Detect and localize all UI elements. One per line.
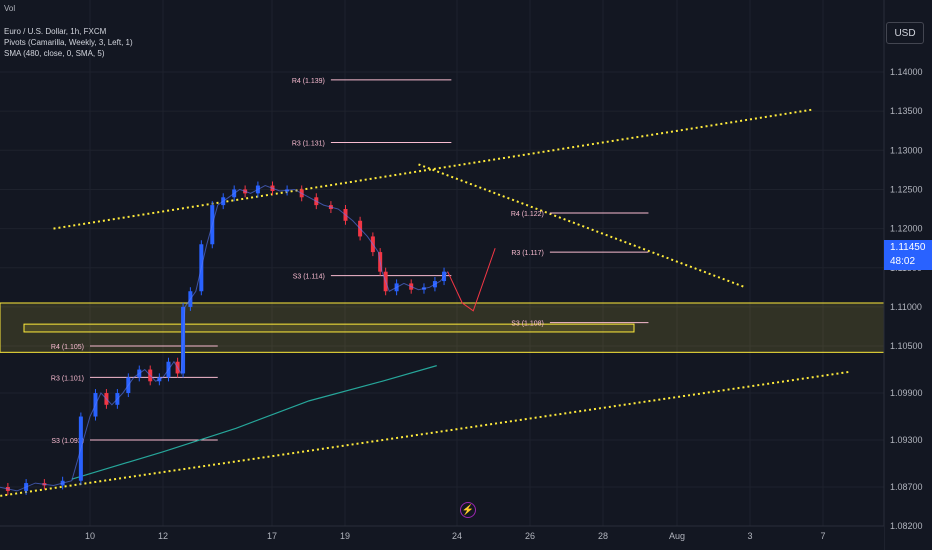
grid-lines [0,0,884,527]
symbol-title[interactable]: Euro / U.S. Dollar, 1h, FXCM [4,27,107,36]
price-series [0,181,449,495]
price-tick-label: 1.08700 [890,482,923,492]
volume-label: Vol [4,4,16,13]
currency-button[interactable]: USD [886,22,924,44]
time-tick-label: 10 [85,531,95,541]
pivot-label: R3 (1.131) [292,140,325,147]
price-tick-label: 1.10500 [890,341,923,351]
pivot-label: S3 (1.093) [51,438,84,445]
pivots-indicator[interactable]: Pivots (Camarilla, Weekly, 3, Left, 1) [4,38,133,47]
pivot-label: R4 (1.122) [511,211,544,218]
time-tick-label: 3 [747,531,752,541]
time-tick-label: 28 [598,531,608,541]
trendline-2[interactable] [0,370,850,499]
time-tick-label: Aug [669,531,685,541]
price-tick-label: 1.14000 [890,67,923,77]
time-tick-label: 17 [267,531,277,541]
price-tick-label: 1.09900 [890,388,923,398]
support-zone-inner [23,323,635,333]
price-tick-label: 1.13000 [890,145,923,155]
time-tick-label: 12 [158,531,168,541]
support-zone-rect [0,302,885,353]
price-tick-label: 1.12500 [890,184,923,194]
pivot-label: S3 (1.114) [293,274,325,281]
time-tick-label: 24 [452,531,462,541]
time-tick-label: 26 [525,531,535,541]
pivot-label: R4 (1.105) [51,344,84,351]
price-axis-bg [884,0,932,550]
pivot-label: R4 (1.139) [292,78,325,85]
price-tick-label: 1.11000 [890,302,922,312]
pivot-label: R3 (1.117) [511,250,544,257]
bar-countdown: 48:02 [890,256,916,267]
time-tick-label: 7 [820,531,825,541]
support-zone [0,302,885,353]
chart-legend: Euro / U.S. Dollar, 1h, FXCM Pivots (Cam… [4,26,133,59]
sma-indicator[interactable]: SMA (480, close, 0, SMA, 5) [4,49,105,58]
time-axis-bg [0,526,884,550]
lightning-icon[interactable]: ⚡ [460,502,476,518]
projection-path [447,248,496,312]
price-tick-label: 1.12000 [890,224,923,234]
sma-line [71,365,437,480]
pivot-levels: R4 (1.139) R3 (1.131) S3 (1.114) R4 (1.122)… [51,78,649,445]
sma-path [71,365,437,480]
trendline-1[interactable] [53,108,813,230]
time-tick-label: 19 [340,531,350,541]
trendlines [0,108,850,499]
projection-line [447,248,496,312]
price-tick-label: 1.09300 [890,435,923,445]
price-tick-label: 1.13500 [890,106,923,116]
price-line [0,184,449,492]
current-price: 1.11450 [890,242,926,253]
current-price-tag: 1.11450 48:02 [884,240,932,270]
pivot-label: S3 (1.108) [511,321,544,328]
price-tick-label: 1.08200 [890,521,923,531]
pivot-label: R3 (1.101) [51,375,84,382]
